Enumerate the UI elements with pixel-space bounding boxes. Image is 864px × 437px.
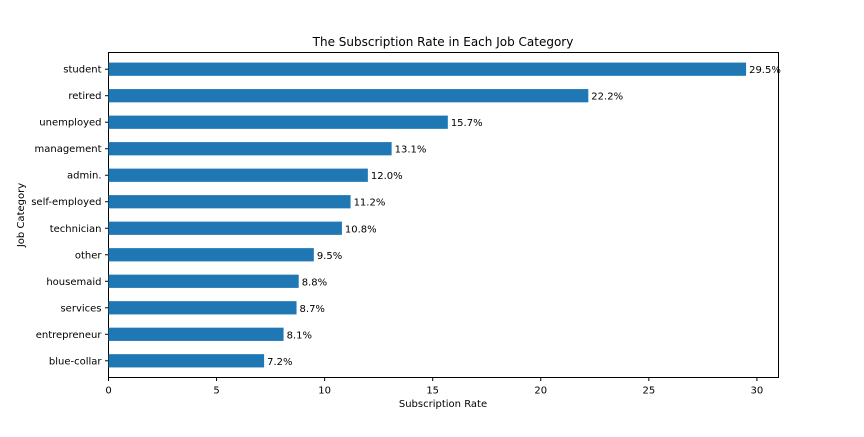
data-label-admin: 12.0% <box>371 171 403 182</box>
x-tick-label-15: 15 <box>426 386 439 397</box>
y-axis-label: Job Category <box>16 183 27 248</box>
data-label-housemaid: 8.8% <box>302 277 327 288</box>
y-tick-label-blue-collar: blue-collar <box>49 356 103 367</box>
x-tick-label-30: 30 <box>751 386 764 397</box>
bar-self-employed <box>108 195 351 209</box>
bar-retired <box>108 89 589 103</box>
data-label-technician: 10.8% <box>345 224 377 235</box>
y-tick-label-other: other <box>75 250 103 261</box>
data-label-unemployed: 15.7% <box>451 118 483 129</box>
bar-unemployed <box>108 115 448 129</box>
bar-student <box>108 62 747 76</box>
x-tick-label-25: 25 <box>642 386 655 397</box>
chart-title: The Subscription Rate in Each Job Catego… <box>312 35 574 49</box>
x-tick-label-20: 20 <box>534 386 547 397</box>
y-tick-label-student: student <box>63 65 101 76</box>
data-label-self-employed: 11.2% <box>354 198 386 209</box>
data-label-entrepreneur: 8.1% <box>287 330 312 341</box>
bar-admin <box>108 168 368 182</box>
bar-technician <box>108 221 342 235</box>
data-label-other: 9.5% <box>317 251 342 262</box>
x-tick-label-0: 0 <box>105 386 111 397</box>
data-label-management: 13.1% <box>395 145 427 156</box>
y-tick-label-retired: retired <box>68 91 101 102</box>
y-tick-label-services: services <box>60 303 101 314</box>
bar-other <box>108 248 314 262</box>
x-axis-label: Subscription Rate <box>399 399 487 410</box>
y-tick-label-management: management <box>35 144 102 155</box>
y-tick-label-unemployed: unemployed <box>39 118 101 129</box>
y-axis: student retired unemployed management admin.… <box>31 65 109 367</box>
data-label-services: 8.7% <box>300 304 325 315</box>
y-tick-label-housemaid: housemaid <box>46 277 101 288</box>
data-label-retired: 22.2% <box>591 92 623 103</box>
x-tick-label-10: 10 <box>318 386 331 397</box>
bar-services <box>108 301 297 315</box>
bars-layer <box>108 62 747 368</box>
data-label-blue-collar: 7.2% <box>267 357 292 368</box>
bar-blue-collar <box>108 354 265 368</box>
y-tick-label-entrepreneur: entrepreneur <box>36 330 103 341</box>
bar-housemaid <box>108 274 299 288</box>
bar-entrepreneur <box>108 327 284 341</box>
x-axis: 0 5 10 15 20 25 30 <box>105 377 764 397</box>
y-tick-label-self-employed: self-employed <box>31 197 101 208</box>
y-tick-label-admin: admin. <box>67 171 102 182</box>
data-label-student: 29.5% <box>749 65 781 76</box>
data-labels-layer: 29.5% 22.2% 15.7% 13.1% 12.0% 11.2% 10.8% 9.5% 8… <box>267 65 781 368</box>
bar-management <box>108 142 392 156</box>
x-tick-label-5: 5 <box>213 386 219 397</box>
plot-area <box>108 52 779 378</box>
y-tick-label-technician: technician <box>50 224 102 235</box>
